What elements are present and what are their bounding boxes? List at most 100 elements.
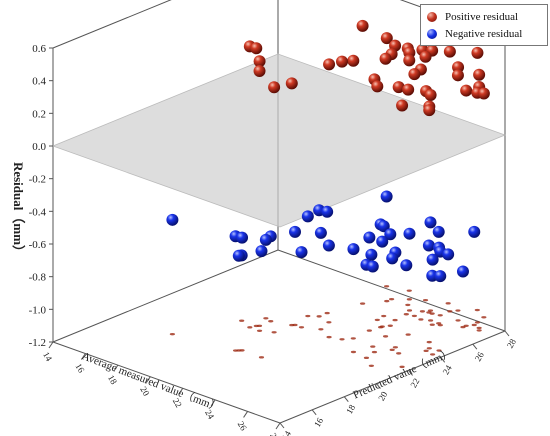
y-tick-label-2: 18 — [344, 402, 357, 415]
point-shadow-51 — [363, 356, 370, 360]
z-tick-label-2: 0.2 — [32, 108, 46, 120]
negative-residual-point-9 — [432, 225, 445, 238]
negative-residual-point-18 — [259, 233, 272, 246]
x-tick-mark-7 — [275, 422, 281, 430]
point-shadow-31 — [392, 318, 398, 322]
point-shadow-69 — [427, 309, 434, 312]
z-tick-label-1: 0.4 — [32, 76, 46, 88]
point-shadow-43 — [236, 349, 242, 352]
y-tick-mark-5 — [440, 356, 446, 363]
point-shadow-23 — [455, 319, 461, 322]
point-shadow-20 — [476, 329, 482, 332]
negative-residual-point-19 — [376, 235, 389, 248]
positive-residual-point-32 — [460, 84, 473, 97]
point-shadow-9 — [371, 350, 378, 354]
z-tick-label-6: -0.6 — [29, 239, 47, 251]
negative-residual-point-28 — [442, 248, 455, 261]
y-tick-mark-7 — [504, 330, 510, 337]
z-tick-label-8: -1.0 — [29, 304, 47, 316]
point-shadow-28 — [389, 297, 395, 301]
point-shadow-67 — [379, 325, 385, 328]
point-shadow-34 — [481, 316, 487, 319]
negative-residual-point-33 — [426, 253, 439, 266]
point-shadow-44 — [258, 356, 265, 359]
point-shadow-36 — [455, 309, 461, 312]
point-shadow-60 — [366, 329, 372, 332]
point-shadow-41 — [169, 332, 175, 336]
point-shadow-55 — [430, 353, 436, 356]
x-tick-label-7: 28 — [268, 431, 281, 436]
y-tick-label-6: 26 — [473, 350, 486, 363]
negative-residual-point-13 — [384, 228, 397, 241]
point-shadow-35 — [406, 298, 412, 301]
point-shadow-77 — [445, 302, 451, 305]
z-tick-label-7: -0.8 — [29, 272, 47, 284]
x-tick-label-6: 26 — [236, 420, 249, 433]
point-shadow-4 — [271, 331, 277, 334]
positive-residual-point-22 — [408, 68, 421, 81]
point-shadow-21 — [422, 298, 429, 302]
point-shadow-45 — [292, 323, 298, 327]
negative-residual-point-17 — [236, 231, 249, 244]
y-tick-mark-2 — [343, 396, 349, 403]
negative-residual-point-26 — [295, 246, 308, 259]
positive-residual-point-8 — [443, 45, 456, 58]
point-shadow-10 — [382, 335, 389, 338]
negative-residual-point-24 — [255, 245, 268, 258]
point-shadow-57 — [392, 346, 398, 349]
negative-residual-point-23 — [347, 243, 360, 256]
data-points — [166, 19, 490, 283]
point-shadow-15 — [405, 333, 411, 336]
negative-residual-point-32 — [386, 252, 399, 265]
point-shadow-27 — [419, 310, 426, 313]
point-shadow-63 — [326, 321, 332, 324]
point-shadow-61 — [239, 319, 245, 322]
positive-residual-point-1 — [380, 32, 393, 45]
positive-residual-point-10 — [471, 46, 484, 59]
negative-residual-point-39 — [434, 270, 447, 283]
point-shadow-7 — [339, 338, 345, 341]
point-shadow-2 — [256, 329, 263, 332]
negative-residual-point-31 — [232, 249, 245, 262]
legend-item-positive: Positive residual — [427, 9, 518, 25]
point-shadow-25 — [474, 321, 481, 324]
positive-residual-point-12 — [419, 50, 432, 63]
positive-residual-point-0 — [356, 19, 369, 32]
negative-residual-point-20 — [422, 239, 435, 252]
point-shadow-32 — [384, 299, 390, 303]
y-tick-mark-6 — [472, 343, 478, 350]
positive-residual-point-29 — [392, 81, 405, 94]
point-shadow-74 — [460, 325, 466, 329]
point-shadow-65 — [263, 317, 269, 320]
positive-residual-point-37 — [396, 99, 409, 112]
x-tick-mark-0 — [48, 341, 54, 349]
negative-residual-point-0 — [380, 190, 393, 203]
y-tick-mark-3 — [376, 383, 381, 389]
positive-residual-point-36 — [424, 89, 437, 102]
point-shadow-58 — [389, 348, 395, 352]
positive-residual-point-31 — [402, 83, 415, 96]
positive-residual-point-26 — [285, 77, 298, 90]
negative-residual-point-16 — [363, 231, 376, 244]
legend-blue-ball-icon — [427, 29, 437, 39]
x-tick-label-4: 22 — [171, 396, 184, 409]
point-shadow-70 — [436, 322, 442, 325]
legend-label-negative: Negative residual — [445, 28, 523, 40]
point-shadow-19 — [359, 302, 366, 305]
negative-residual-point-11 — [314, 226, 327, 239]
point-shadow-64 — [298, 326, 305, 329]
positive-residual-point-4 — [250, 42, 263, 55]
point-shadow-39 — [474, 308, 480, 312]
point-shadow-16 — [426, 340, 432, 344]
point-shadow-54 — [436, 349, 442, 352]
x-tick-mark-5 — [210, 399, 216, 407]
positive-residual-point-15 — [347, 54, 360, 67]
negative-residual-point-29 — [365, 248, 378, 261]
point-shadow-79 — [384, 285, 390, 288]
point-shadow-62 — [268, 320, 274, 323]
point-shadow-47 — [305, 314, 311, 318]
x-tick-mark-3 — [145, 376, 151, 383]
point-shadow-26 — [374, 318, 380, 322]
point-shadow-78 — [426, 311, 432, 314]
